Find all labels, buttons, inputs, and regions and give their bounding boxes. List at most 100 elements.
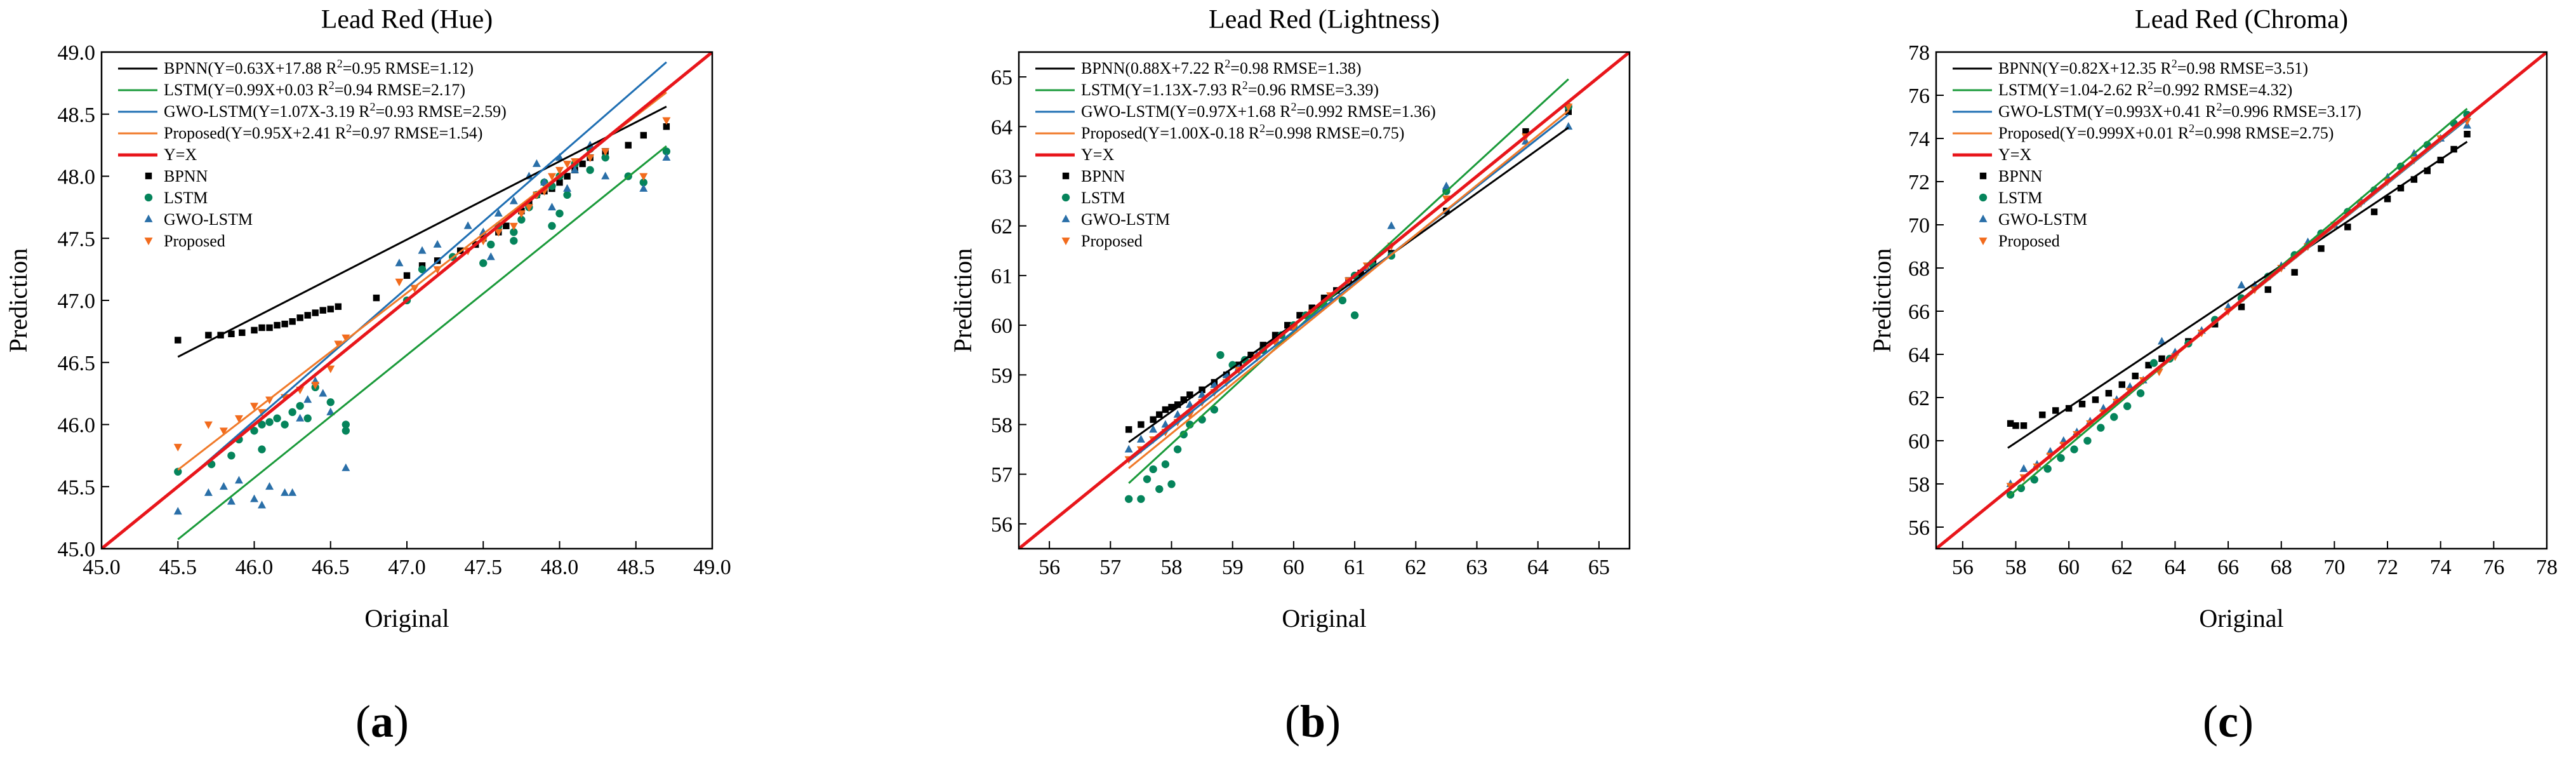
legend-fit-gwo-lstm: GWO-LSTM(Y=0.993X+0.41 R2=0.996 RMSE=3.1…: [1998, 100, 2361, 121]
point-bpnn: [319, 307, 326, 314]
point-proposed: [234, 415, 243, 423]
legend-fit-proposed: Proposed(Y=0.999X+0.01 R2=0.998 RMSE=2.7…: [1998, 122, 2334, 142]
y-tick-label: 58: [991, 414, 1012, 438]
panel-c-marks: [1936, 52, 2547, 549]
y-tick-label: 46.0: [58, 414, 96, 438]
point-proposed: [395, 278, 404, 286]
point-lstm: [487, 240, 495, 249]
x-tick-label: 56: [1039, 556, 1060, 579]
legend-fit-lstm: LSTM(Y=1.04-2.62 R2=0.992 RMSE=4.32): [1998, 79, 2292, 99]
point-bpnn: [2264, 286, 2272, 293]
x-tick-label: 62: [2111, 556, 2133, 579]
point-gwo-lstm: [326, 407, 335, 415]
point-bpnn: [251, 326, 258, 334]
point-gwo-lstm: [1198, 390, 1207, 398]
point-bpnn: [373, 294, 380, 302]
panel-b-letter: b: [1300, 696, 1325, 747]
point-bpnn: [556, 179, 563, 186]
legend-series-lstm: LSTM: [1081, 189, 1125, 207]
yx-line: [1019, 52, 1630, 549]
panel-b-xticks: 56 57 58 59 60 61 62 63 64 65: [1039, 541, 1610, 579]
point-proposed: [258, 409, 267, 417]
x-tick-label: 47.0: [388, 556, 426, 579]
point-lstm: [1338, 296, 1347, 305]
point-gwo-lstm: [1185, 400, 1194, 408]
x-tick-label: 66: [2217, 556, 2239, 579]
point-bpnn: [296, 314, 303, 321]
panel-a-letter: a: [371, 696, 394, 747]
y-tick-label: 65: [991, 66, 1012, 90]
point-gwo-lstm: [2158, 337, 2167, 345]
point-bpnn: [258, 324, 265, 332]
point-proposed: [601, 148, 610, 156]
legend-series-gwo-lstm: GWO-LSTM: [1081, 210, 1170, 229]
point-lstm: [2149, 359, 2158, 367]
point-bpnn: [281, 320, 288, 328]
panel-b-label: (b): [1285, 696, 1341, 747]
point-proposed: [639, 173, 648, 181]
x-tick-label: 74: [2430, 556, 2452, 579]
yx-line: [1936, 52, 2547, 549]
point-bpnn: [289, 318, 296, 325]
point-proposed: [563, 161, 572, 169]
panel-c-xticks: 56 58 60 62 64 66 68 70 72 74 76 78: [1952, 541, 2558, 579]
point-gwo-lstm: [1210, 380, 1219, 388]
point-lstm: [342, 420, 350, 429]
point-bpnn: [2344, 224, 2351, 231]
point-lstm: [258, 420, 266, 429]
panel-a-marks: [102, 52, 712, 549]
panel-c-frame: [1935, 51, 2548, 550]
panel-a-xticks: 45.0 45.5 46.0 46.5 47.0 47.5 48.0 48.5 49.0: [83, 541, 731, 579]
point-proposed: [342, 334, 350, 342]
x-tick-label: 72: [2377, 556, 2398, 579]
point-bpnn: [1308, 304, 1315, 311]
point-gwo-lstm: [2237, 281, 2246, 289]
x-tick-label: 63: [1466, 556, 1488, 579]
point-lstm: [2057, 454, 2065, 462]
legend-fit-lstm: LSTM(Y=0.99X+0.03 R2=0.94 RMSE=2.17): [164, 79, 465, 99]
point-lstm: [174, 467, 182, 476]
legend-marker-gwo-lstm: [144, 214, 153, 222]
point-lstm: [555, 209, 564, 218]
point-lstm: [281, 420, 289, 429]
point-lstm: [1155, 485, 1164, 493]
y-tick-label: 59: [991, 364, 1012, 387]
point-lstm: [1216, 351, 1225, 359]
x-tick-label: 58: [1161, 556, 1183, 579]
point-bpnn: [335, 303, 342, 310]
legend-marker-gwo-lstm: [1979, 214, 1988, 222]
panel-c: Lead Red (Chroma) 56 58 60 62 64 66 68 70 72 74 76…: [1868, 5, 2558, 747]
point-bpnn: [625, 142, 632, 149]
x-tick-label: 62: [1405, 556, 1426, 579]
legend-series-proposed: Proposed: [1081, 232, 1143, 250]
point-lstm: [2097, 424, 2105, 432]
point-proposed: [555, 166, 564, 175]
panel-c-label: (c): [2203, 696, 2254, 747]
panel-a-label: (a): [355, 696, 409, 747]
panel-a-title: Lead Red (Hue): [321, 5, 493, 34]
point-bpnn: [1284, 321, 1291, 329]
point-gwo-lstm: [281, 488, 289, 496]
y-tick-label: 47.5: [58, 227, 96, 251]
point-gwo-lstm: [395, 258, 404, 267]
panel-a-ylabel: Prediction: [4, 248, 32, 352]
point-bpnn: [205, 332, 212, 338]
y-tick-label: 76: [1908, 84, 1930, 108]
x-tick-label: 61: [1344, 556, 1365, 579]
y-tick-label: 45.5: [58, 476, 96, 499]
point-lstm: [517, 215, 526, 224]
fit-line-gwo-lstm: [177, 61, 667, 488]
point-gwo-lstm: [571, 165, 580, 173]
point-lstm: [2110, 413, 2118, 421]
point-lstm: [1143, 475, 1152, 483]
point-proposed: [311, 382, 320, 390]
point-bpnn: [2145, 361, 2152, 369]
point-gwo-lstm: [258, 500, 267, 509]
point-lstm: [2070, 445, 2078, 453]
point-gwo-lstm: [2019, 464, 2028, 472]
point-lstm: [418, 265, 427, 274]
point-lstm: [510, 228, 518, 236]
point-gwo-lstm: [494, 209, 503, 217]
point-bpnn: [327, 305, 334, 312]
point-gwo-lstm: [296, 413, 305, 422]
